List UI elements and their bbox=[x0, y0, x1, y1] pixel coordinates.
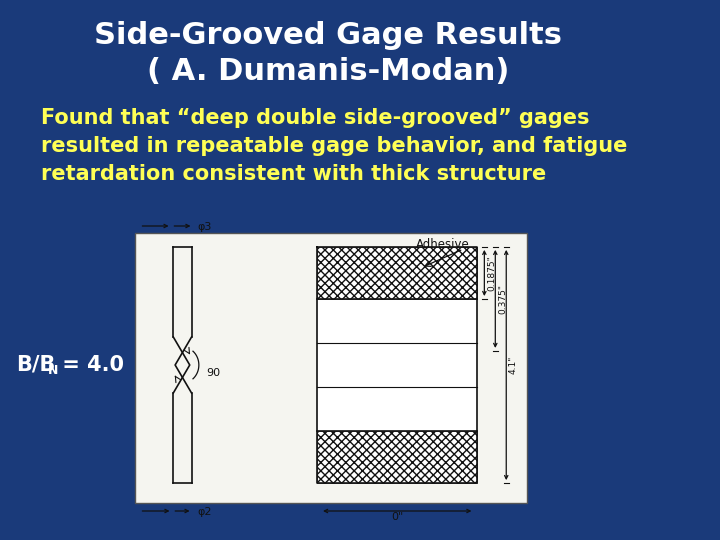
Bar bbox=[318, 431, 477, 483]
Text: 0.375": 0.375" bbox=[498, 284, 507, 314]
Text: 90: 90 bbox=[206, 368, 220, 378]
Text: 0": 0" bbox=[391, 512, 403, 522]
Text: B/B: B/B bbox=[17, 355, 55, 375]
Text: ( A. Dumanis-Modan): ( A. Dumanis-Modan) bbox=[147, 57, 510, 86]
Text: Found that “deep double side-grooved” gages
resulted in repeatable gage behavior: Found that “deep double side-grooved” ga… bbox=[41, 108, 627, 184]
Text: 0.1875": 0.1875" bbox=[487, 255, 496, 291]
Bar bbox=[135, 233, 527, 503]
Text: = 4.0: = 4.0 bbox=[55, 355, 124, 375]
Text: φ3: φ3 bbox=[197, 222, 212, 232]
Text: φ2: φ2 bbox=[197, 507, 212, 517]
Bar bbox=[318, 247, 477, 483]
Text: Adhesive: Adhesive bbox=[416, 238, 469, 251]
Text: Side-Grooved Gage Results: Side-Grooved Gage Results bbox=[94, 21, 562, 50]
Text: N: N bbox=[48, 364, 58, 377]
Bar bbox=[318, 247, 477, 299]
Text: 4.1": 4.1" bbox=[509, 356, 518, 374]
